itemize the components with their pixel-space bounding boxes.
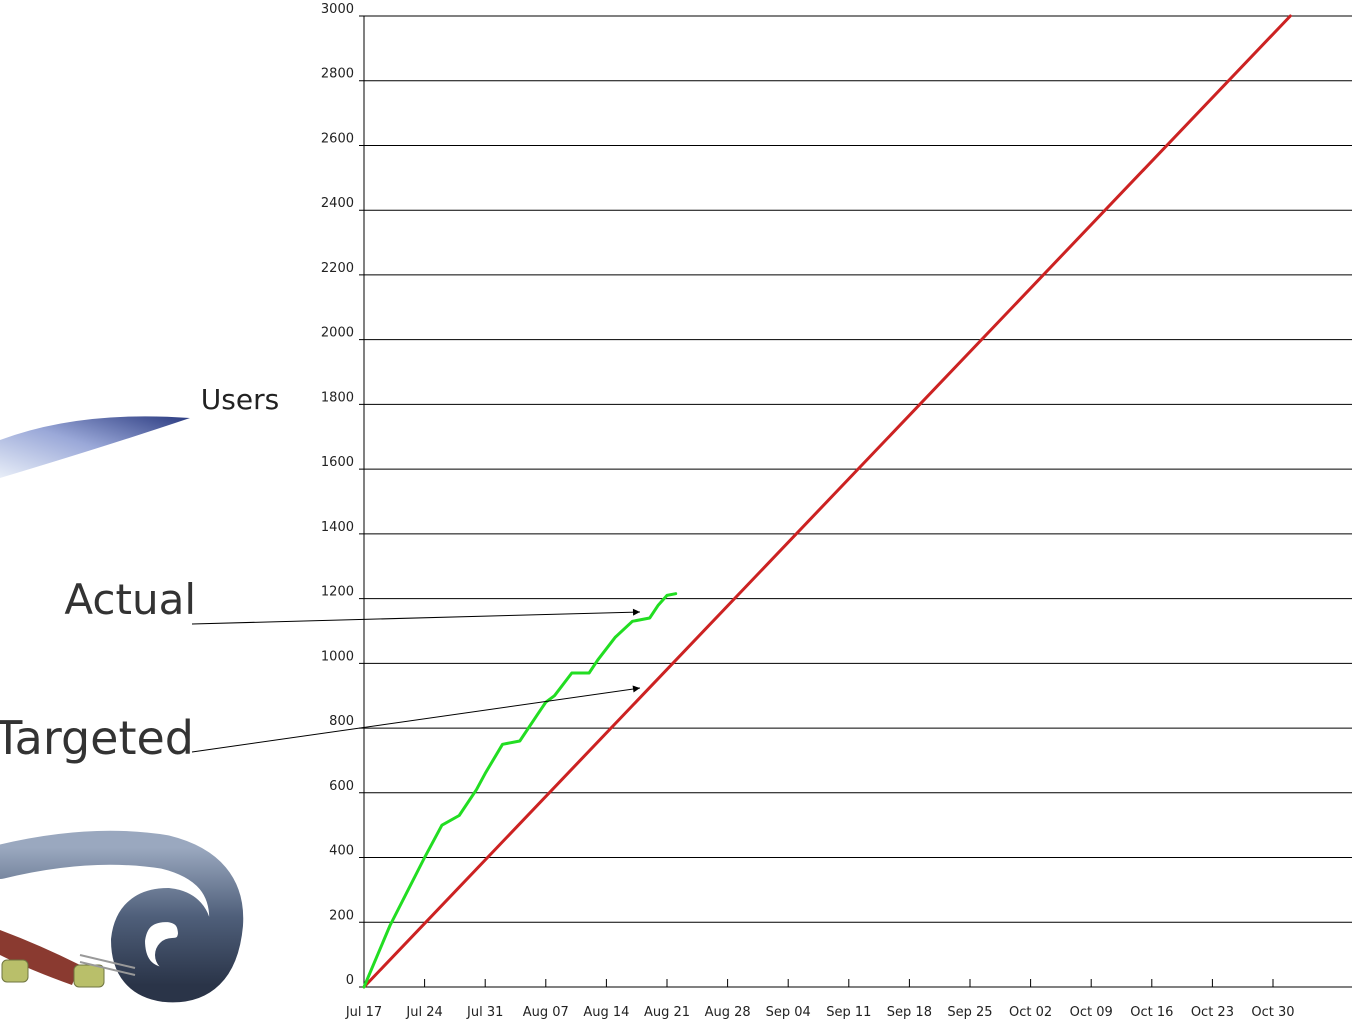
series-line-actual bbox=[362, 592, 678, 989]
x-tick-label: Oct 23 bbox=[1191, 1005, 1234, 1020]
x-tick-label: Aug 21 bbox=[644, 1005, 690, 1020]
x-tick-label: Sep 11 bbox=[826, 1005, 871, 1020]
y-tick-label: 1800 bbox=[321, 390, 354, 405]
x-tick-label: Oct 02 bbox=[1009, 1005, 1052, 1020]
y-tick-label: 1200 bbox=[321, 585, 354, 600]
x-tick-label: Aug 07 bbox=[523, 1005, 569, 1020]
y-tick-label: 800 bbox=[329, 714, 354, 729]
y-tick-label: 200 bbox=[329, 908, 354, 923]
y-tick-label: 400 bbox=[329, 844, 354, 859]
x-tick-label: Oct 30 bbox=[1251, 1005, 1294, 1020]
y-tick-label: 1600 bbox=[321, 455, 354, 470]
y-tick-label: 2600 bbox=[321, 131, 354, 146]
annotation-label-actual: Actual bbox=[64, 575, 196, 624]
x-tick-label: Jul 31 bbox=[466, 1005, 503, 1020]
series-line-targeted bbox=[362, 14, 1292, 989]
y-tick-label: 2400 bbox=[321, 196, 354, 211]
y-tick-label: 1400 bbox=[321, 520, 354, 535]
y-tick-label: 2800 bbox=[321, 67, 354, 82]
x-tick-label: Sep 04 bbox=[766, 1005, 811, 1020]
decorative-mascot-tail bbox=[0, 830, 244, 1003]
x-tick-label: Aug 14 bbox=[583, 1005, 629, 1020]
y-tick-label: 2200 bbox=[321, 261, 354, 276]
y-tick-label: 1000 bbox=[321, 649, 354, 664]
x-tick-label: Jul 24 bbox=[405, 1005, 442, 1020]
x-tick-label: Oct 16 bbox=[1130, 1005, 1173, 1020]
x-tick-label: Jul 17 bbox=[345, 1005, 382, 1020]
y-tick-label: 2000 bbox=[321, 326, 354, 341]
x-tick-label: Sep 25 bbox=[947, 1005, 992, 1020]
x-tick-label: Sep 18 bbox=[887, 1005, 932, 1020]
y-tick-label: 600 bbox=[329, 779, 354, 794]
y-tick-label: 0 bbox=[346, 973, 354, 988]
annotation-arrow-actual bbox=[191, 608, 641, 625]
decorative-swoosh bbox=[0, 416, 190, 478]
y-tick-label: 3000 bbox=[321, 2, 354, 17]
x-tick-label: Oct 09 bbox=[1070, 1005, 1113, 1020]
annotation-arrow-targeted bbox=[191, 685, 641, 753]
y-axis-label: Users bbox=[201, 383, 279, 416]
annotation-label-targeted: Targeted bbox=[0, 711, 194, 765]
x-tick-label: Aug 28 bbox=[705, 1005, 751, 1020]
